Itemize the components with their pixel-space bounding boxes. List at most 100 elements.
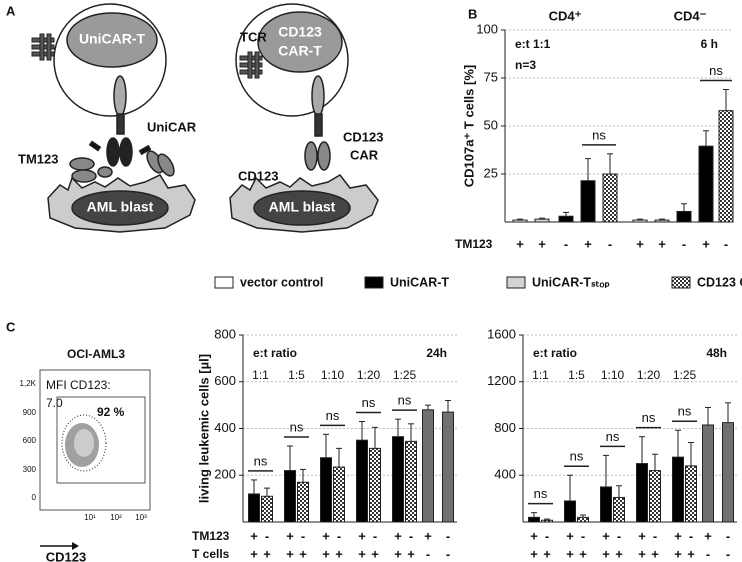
row-sign: - [726,546,730,561]
blast-nucleus [71,190,169,226]
row-sign: + [602,546,610,561]
row-sign: + [516,236,524,251]
row-label: TM123 [455,237,493,251]
row-sign: + [530,546,538,561]
row-sign: + [358,546,366,561]
receptor-domain [311,75,325,117]
bar [284,470,296,523]
tcr-symbol [239,51,263,79]
row-sign: - [301,528,305,543]
bar [718,110,734,223]
significance-label: ns [398,393,412,408]
annotation: e:t 1:1 [515,37,551,51]
row-sign: - [682,236,686,251]
significance-label: ns [592,127,606,142]
adaptor [97,166,113,178]
row-sign: - [564,236,568,251]
bar [248,493,260,523]
adaptor [157,153,175,177]
row-sign: - [265,528,269,543]
row-sign: - [337,528,341,543]
annotation: n=3 [515,58,536,72]
significance-label: ns [290,419,304,434]
row-sign: + [335,546,343,561]
significance-label: ns [254,453,268,468]
row-sign: - [724,236,728,251]
blast-label: AML blast [87,199,154,215]
row-sign: - [689,528,693,543]
bar [534,218,550,223]
annotation: 24h [426,346,447,360]
row-sign: + [299,546,307,561]
bar [632,219,648,223]
flow-x-label: CD123 [46,549,86,562]
legend-label: vector control [240,275,323,289]
row-sign: - [545,528,549,543]
receptor-label: UniCAR [147,119,197,134]
bar [297,481,309,523]
y-tick-label: 400 [494,467,516,482]
bar [392,436,404,523]
bar [672,456,684,523]
bar [422,409,434,523]
cell-label: CAR-T [278,43,322,59]
significance-label: ns [709,63,723,78]
panel-label: C [6,319,16,334]
row-sign: + [322,546,330,561]
adaptor [138,144,152,156]
row-label: TM123 [192,529,230,543]
blast-label: AML blast [269,199,336,215]
row-sign: + [263,546,271,561]
flow-x-tick: 10¹ [84,513,96,522]
bar [261,495,273,523]
row-sign: + [638,528,646,543]
ratio-label: 1:10 [601,368,625,382]
bar [356,439,368,523]
row-sign: + [250,546,258,561]
receptor-hinge [116,113,125,135]
bar [602,173,618,223]
bar [636,463,648,523]
row-sign: + [250,528,258,543]
ratio-label: 1:5 [288,368,305,382]
row-sign: + [407,546,415,561]
annotation: 6 h [701,37,718,51]
bar [333,466,345,523]
ratio-label: 1:20 [637,368,661,382]
group-label: CD4⁻ [674,8,707,23]
bar [649,470,661,523]
flow-mfi: 7.0 [46,396,63,410]
row-sign: + [358,528,366,543]
flow-events [61,414,107,472]
bar [564,500,576,523]
flow-y-tick: 900 [23,408,37,417]
row-sign: + [286,528,294,543]
legend-label: CD123 CAR-T [697,275,742,289]
y-tick-label: 25 [484,165,498,180]
ratio-label: 1:25 [393,368,417,382]
bar [600,486,612,523]
y-axis-label: living leukemic cells [µl] [196,354,211,503]
row-sign: + [651,546,659,561]
flow-y-tick: 1,2K [20,379,37,388]
row-sign: + [371,546,379,561]
tcr-symbol [31,33,55,61]
y-tick-label: 50 [484,117,498,132]
bar [369,447,381,523]
y-axis-label: CD107a⁺ T cells [%] [461,65,476,187]
significance-label: ns [678,404,692,419]
row-sign: - [409,528,413,543]
legend-swatch [671,276,691,289]
cell-nucleus [66,12,158,68]
flow-x-tick: 10² [110,513,122,522]
bar [613,496,625,523]
bar [580,180,596,223]
annotation: e:t ratio [533,346,577,360]
row-sign: + [674,528,682,543]
annotation: e:t ratio [253,346,297,360]
ratio-label: 1:5 [568,368,585,382]
row-sign: + [579,546,587,561]
bar [558,215,574,223]
legend-label: UniCAR-T [390,275,449,289]
significance-label: ns [642,410,656,425]
